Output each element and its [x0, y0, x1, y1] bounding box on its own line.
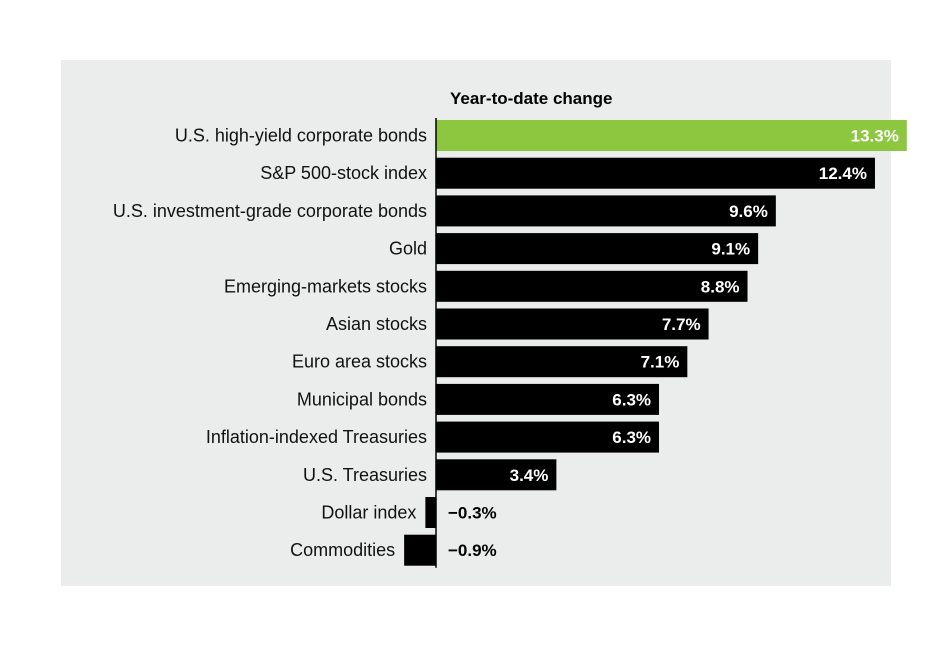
value-label-7: 6.3% [612, 390, 651, 409]
category-label-6: Euro area stocks [292, 352, 427, 372]
bar-1 [436, 157, 875, 189]
value-label-2: 9.6% [729, 202, 768, 221]
bar-4 [436, 270, 748, 302]
category-label-9: U.S. Treasuries [303, 465, 427, 485]
chart-title: Year-to-date change [450, 89, 613, 108]
category-label-7: Municipal bonds [297, 389, 427, 409]
bar-6 [436, 346, 688, 378]
category-label-5: Asian stocks [326, 314, 427, 334]
bar-11 [404, 534, 436, 566]
category-label-11: Commodities [290, 540, 395, 560]
value-label-5: 7.7% [662, 315, 701, 334]
value-label-11: −0.9% [448, 541, 497, 560]
bar-3 [436, 233, 759, 265]
value-label-4: 8.8% [701, 277, 740, 296]
value-label-8: 6.3% [612, 428, 651, 447]
bar-10 [425, 497, 436, 528]
category-label-4: Emerging-markets stocks [224, 276, 427, 296]
bar-0 [436, 120, 907, 151]
value-label-10: −0.3% [448, 504, 497, 523]
value-label-9: 3.4% [510, 466, 549, 485]
bar-9 [436, 459, 557, 491]
category-label-10: Dollar index [321, 503, 416, 523]
category-label-2: U.S. investment-grade corporate bonds [113, 201, 427, 221]
category-label-8: Inflation-indexed Treasuries [206, 427, 427, 447]
category-label-0: U.S. high-yield corporate bonds [175, 126, 427, 146]
category-label-3: Gold [389, 239, 427, 259]
bar-2 [436, 195, 776, 227]
bar-5 [436, 308, 709, 340]
value-label-3: 9.1% [711, 240, 750, 259]
bar-7 [436, 383, 660, 415]
bar-8 [436, 421, 660, 453]
category-label-1: S&P 500-stock index [260, 163, 427, 183]
value-label-1: 12.4% [819, 164, 867, 183]
value-label-6: 7.1% [641, 353, 680, 372]
value-label-0: 13.3% [851, 127, 899, 146]
